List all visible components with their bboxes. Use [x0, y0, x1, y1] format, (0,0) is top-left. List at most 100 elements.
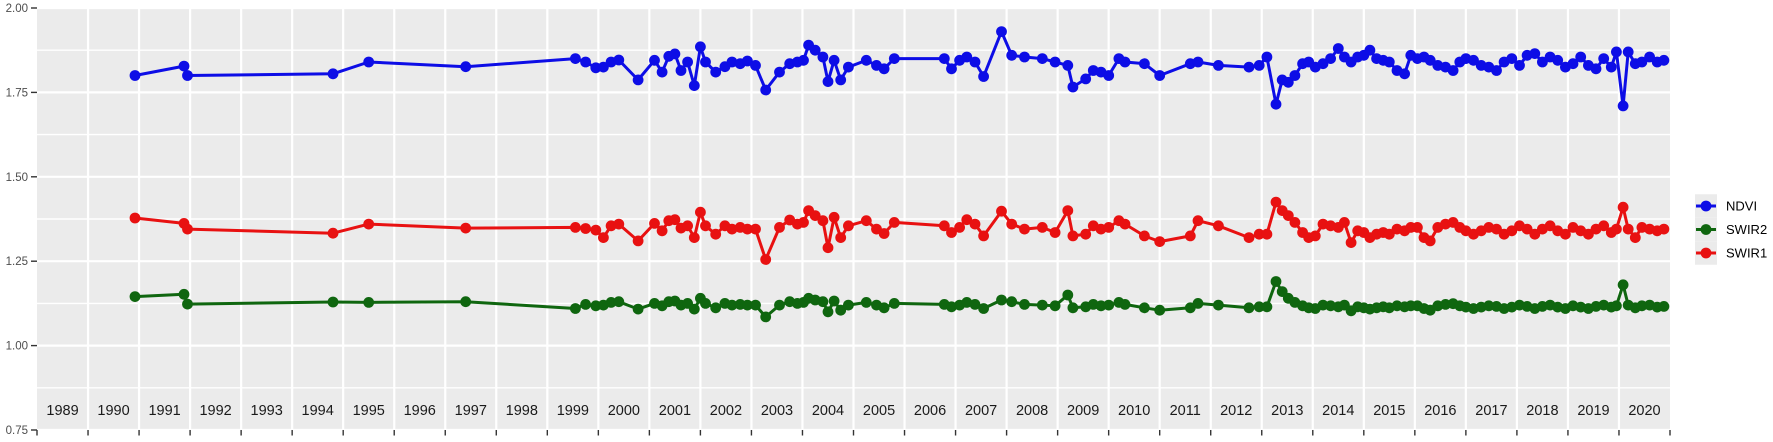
- data-point-SWIR1: [1119, 218, 1131, 230]
- data-point-SWIR1: [1036, 222, 1048, 233]
- data-point-NDVI: [1529, 48, 1541, 59]
- x-axis-label: 2020: [1628, 403, 1660, 419]
- data-point-NDVI: [649, 54, 660, 66]
- data-point-NDVI: [669, 48, 681, 60]
- legend-entry-NDVI: NDVI: [1695, 194, 1757, 218]
- data-point-NDVI: [1062, 60, 1074, 71]
- data-point-SWIR1: [688, 232, 700, 244]
- data-point-NDVI: [1192, 56, 1204, 68]
- data-point-SWIR2: [1049, 300, 1061, 312]
- data-point-NDVI: [1514, 60, 1525, 71]
- data-point-SWIR1: [835, 232, 847, 244]
- data-point-SWIR1: [946, 227, 957, 238]
- data-point-SWIR1: [1583, 228, 1594, 240]
- data-point-NDVI: [1658, 54, 1670, 66]
- data-point-NDVI: [946, 63, 957, 75]
- data-point-NDVI: [809, 44, 821, 56]
- data-point-SWIR2: [129, 291, 141, 302]
- x-axis-label: 2017: [1475, 403, 1507, 419]
- x-axis-label: 2001: [659, 403, 691, 419]
- series-SWIR1-points: [129, 196, 1670, 265]
- data-point-SWIR1: [1067, 230, 1079, 242]
- x-axis-label: 2009: [1067, 403, 1099, 419]
- x-axis-label: 2019: [1577, 403, 1609, 419]
- data-point-SWIR1: [878, 228, 890, 239]
- data-point-SWIR1: [1506, 225, 1518, 237]
- data-point-SWIR1: [760, 254, 772, 265]
- data-point-SWIR1: [700, 220, 711, 232]
- data-point-SWIR2: [688, 303, 700, 315]
- data-point-SWIR1: [822, 242, 834, 254]
- data-point-SWIR1: [1080, 228, 1092, 240]
- data-point-SWIR1: [695, 206, 706, 218]
- data-point-SWIR2: [1611, 300, 1622, 312]
- data-point-NDVI: [1006, 49, 1018, 61]
- data-point-NDVI: [1617, 100, 1629, 112]
- data-point-SWIR1: [1529, 228, 1541, 240]
- data-point-NDVI: [978, 71, 989, 82]
- data-point-SWIR1: [1629, 232, 1641, 244]
- data-point-SWIR1: [632, 235, 644, 247]
- data-point-NDVI: [1468, 54, 1479, 66]
- data-point-SWIR1: [570, 222, 581, 233]
- x-axis-label: 1997: [455, 403, 487, 419]
- x-axis-label: 1992: [199, 403, 231, 419]
- x-axis-label: 2004: [812, 403, 844, 419]
- data-point-SWIR1: [682, 220, 693, 232]
- data-point-SWIR2: [613, 296, 625, 308]
- data-point-NDVI: [460, 61, 472, 73]
- x-axis-label: 2013: [1271, 403, 1303, 419]
- data-point-SWIR2: [182, 298, 193, 310]
- data-point-SWIR1: [1658, 223, 1670, 235]
- data-point-SWIR1: [590, 224, 602, 236]
- data-point-SWIR2: [1261, 301, 1273, 313]
- data-point-SWIR2: [178, 288, 190, 300]
- data-point-SWIR1: [710, 228, 722, 240]
- data-point-NDVI: [798, 54, 809, 66]
- data-point-SWIR1: [961, 214, 973, 226]
- data-point-SWIR1: [1261, 228, 1273, 240]
- data-point-SWIR2: [860, 297, 872, 308]
- x-axis-label: 2018: [1526, 403, 1558, 419]
- data-point-NDVI: [1567, 58, 1579, 70]
- data-point-SWIR1: [1491, 223, 1502, 235]
- data-point-NDVI: [682, 56, 693, 68]
- data-point-NDVI: [1447, 65, 1459, 76]
- data-point-NDVI: [1424, 54, 1436, 66]
- data-point-SWIR2: [878, 302, 890, 314]
- x-axis-label: 1999: [557, 403, 589, 419]
- data-point-NDVI: [580, 56, 591, 68]
- data-point-SWIR1: [1544, 220, 1556, 232]
- data-point-NDVI: [327, 68, 339, 80]
- data-point-NDVI: [760, 84, 772, 96]
- data-point-SWIR1: [978, 230, 989, 242]
- data-point-SWIR1: [843, 220, 854, 232]
- data-point-SWIR1: [750, 223, 761, 235]
- data-point-NDVI: [1154, 70, 1166, 81]
- data-point-SWIR1: [1243, 232, 1255, 244]
- data-point-SWIR1: [1412, 222, 1423, 233]
- data-point-SWIR1: [969, 218, 981, 230]
- data-point-SWIR1: [598, 232, 609, 244]
- data-point-SWIR2: [1119, 299, 1131, 310]
- x-axis-label: 2006: [914, 403, 946, 419]
- data-point-NDVI: [1019, 51, 1030, 63]
- data-point-NDVI: [1506, 53, 1518, 64]
- data-point-SWIR1: [1383, 228, 1395, 240]
- data-point-SWIR1: [1019, 223, 1030, 235]
- data-point-NDVI: [1289, 70, 1301, 81]
- data-point-SWIR1: [817, 215, 829, 227]
- x-axis-label: 1998: [506, 403, 538, 419]
- data-point-SWIR1: [1339, 217, 1350, 228]
- data-point-SWIR1: [1282, 210, 1294, 222]
- data-point-SWIR2: [1154, 304, 1166, 316]
- x-axis-label: 2002: [710, 403, 742, 419]
- x-axis-label: 2011: [1170, 403, 1201, 419]
- data-point-SWIR1: [669, 214, 681, 226]
- data-point-SWIR1: [1006, 218, 1018, 230]
- data-point-SWIR1: [996, 205, 1007, 217]
- data-point-SWIR2: [1658, 301, 1670, 312]
- x-axis-label: 2014: [1322, 403, 1354, 419]
- data-point-SWIR2: [1006, 296, 1018, 308]
